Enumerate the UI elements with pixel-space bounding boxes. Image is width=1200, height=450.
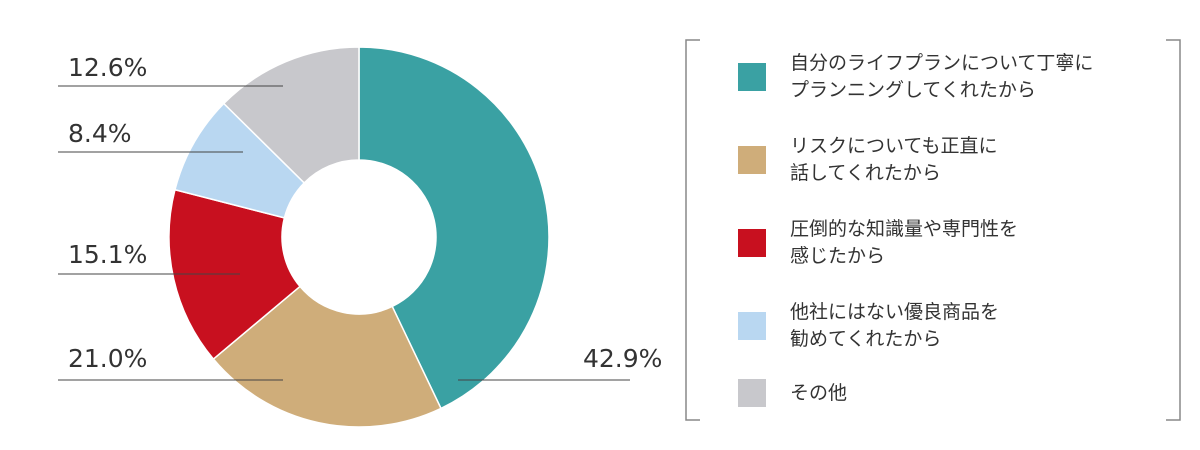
legend-label: 圧倒的な知識量や専門性を 感じたから	[790, 218, 1019, 267]
legend-swatch	[738, 229, 766, 257]
legend-swatch	[738, 146, 766, 174]
slice	[212, 285, 442, 428]
legend-label: 自分のライフプランについて丁寧に プランニングしてくれたから	[790, 52, 1094, 101]
legend-item: リスクについても正直に 話してくれたから	[738, 133, 997, 187]
legend-swatch	[738, 379, 766, 407]
legend-item: 圧倒的な知識量や専門性を 感じたから	[738, 216, 1018, 270]
legend-label: その他	[790, 381, 848, 404]
legend-bracket	[685, 39, 1181, 421]
value-label: 15.1%	[68, 240, 147, 269]
legend-item: 自分のライフプランについて丁寧に プランニングしてくれたから	[738, 50, 1093, 104]
value-label: 21.0%	[68, 344, 147, 373]
legend-item: その他	[738, 379, 847, 407]
legend-swatch	[738, 63, 766, 91]
legend-label: リスクについても正直に 話してくれたから	[790, 135, 998, 184]
slice	[358, 46, 550, 410]
value-label: 42.9%	[583, 344, 662, 373]
value-label: 12.6%	[68, 53, 147, 82]
legend-label: 他社にはない優良商品を 勧めてくれたから	[790, 301, 1000, 350]
legend-item: 他社にはない優良商品を 勧めてくれたから	[738, 299, 999, 353]
slice	[222, 46, 360, 184]
value-label: 8.4%	[68, 119, 132, 148]
legend-swatch	[738, 312, 766, 340]
